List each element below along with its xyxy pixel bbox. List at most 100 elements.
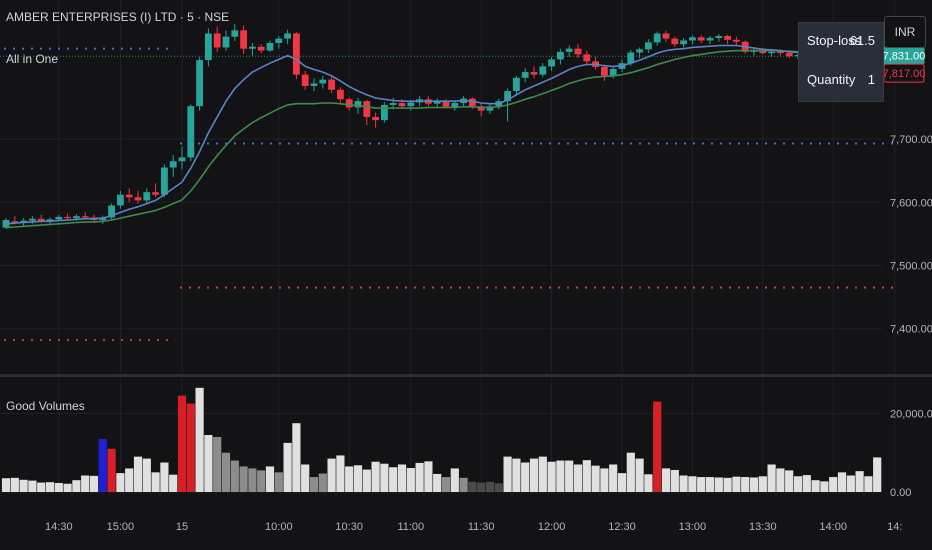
currency-button[interactable]: INR <box>884 16 926 48</box>
volume-bar <box>142 458 151 492</box>
symbol-title[interactable]: AMBER ENTERPRISES (I) LTD · 5 · NSE <box>6 10 229 24</box>
volume-bar <box>177 395 187 492</box>
candle-body <box>706 37 714 41</box>
volume-bar <box>362 469 371 492</box>
volume-bar <box>309 477 319 492</box>
volume-bar <box>556 460 565 492</box>
price-tick-label: 7,400.00 <box>890 324 932 336</box>
volume-bar <box>661 468 671 492</box>
volume-bar <box>63 483 72 492</box>
volume-bar <box>441 477 451 492</box>
volume-bar <box>829 477 838 492</box>
candlestick-series <box>2 24 881 229</box>
volume-bar <box>485 481 495 492</box>
volume-bar <box>257 470 266 492</box>
volume-bar <box>107 448 116 492</box>
slow-ma-line <box>5 49 878 229</box>
volume-bar <box>688 476 697 492</box>
candle-body <box>724 36 731 40</box>
volume-bar <box>653 401 662 492</box>
volume-bar <box>151 472 160 492</box>
time-tick-label: 12:30 <box>608 521 636 533</box>
price-labels: 7,831.00 7,817.00 <box>883 45 926 83</box>
volume-bar <box>864 476 873 492</box>
info-row-quantity: Quantity 1 <box>799 62 883 101</box>
volume-pane-title[interactable]: Good Volumes <box>6 399 85 413</box>
price-tag-text: 7,817.00 <box>883 68 926 80</box>
volume-bar <box>732 476 741 492</box>
candle-body <box>240 30 247 49</box>
volume-bar <box>468 481 477 492</box>
candle-body <box>125 194 133 198</box>
volume-axis[interactable]: 0.00 20,000.00 <box>890 408 932 499</box>
volume-bar <box>424 461 433 492</box>
volume-bar <box>855 471 864 492</box>
price-axis[interactable]: 7,400.00 7,500.00 7,600.00 7,700.00 <box>890 134 932 336</box>
volume-bar <box>265 466 275 492</box>
volume-bar <box>494 483 503 492</box>
candle-body <box>328 79 335 90</box>
volume-bar <box>89 475 99 492</box>
candle-body <box>108 205 115 218</box>
time-axis[interactable]: 14:30 15:00 15 10:00 10:30 11:00 11:30 12:00 12:… <box>45 521 902 533</box>
volume-bar <box>37 482 46 492</box>
time-tick-label: 10:00 <box>265 521 293 533</box>
volume-bar <box>705 477 715 492</box>
candle-body <box>354 101 362 108</box>
candle-body <box>548 59 555 67</box>
info-table: Stop-loss 61.5 Quantity 1 <box>798 22 884 102</box>
level-lines <box>4 47 897 342</box>
stop-loss-label: Stop-loss <box>807 33 862 48</box>
volume-bar <box>133 456 143 492</box>
volume-bar <box>239 466 248 492</box>
volume-bar <box>785 470 794 492</box>
candle-body <box>785 53 793 57</box>
candle-body <box>486 106 494 111</box>
volume-bar <box>389 467 398 492</box>
indicator-name[interactable]: All in One <box>6 52 58 66</box>
volume-bar <box>477 482 486 492</box>
volume-bar <box>10 477 19 492</box>
candle-body <box>284 33 291 39</box>
volume-bar <box>160 462 169 492</box>
candle-body <box>794 55 802 57</box>
candle-body <box>768 51 775 54</box>
volume-bar <box>195 387 204 492</box>
volume-bar <box>450 468 459 492</box>
volume-bar <box>600 468 609 492</box>
volume-bar <box>301 464 310 492</box>
volume-bar <box>318 473 327 492</box>
candle-body <box>11 221 19 223</box>
candle-body <box>574 48 582 55</box>
volume-bar <box>758 476 767 492</box>
time-tick-label: 12:00 <box>538 521 566 533</box>
chart-grid <box>0 0 896 493</box>
volume-bar <box>169 474 178 492</box>
volume-bar <box>459 477 468 492</box>
candle-body <box>777 51 784 54</box>
volume-bar <box>741 477 750 492</box>
candle-body <box>117 194 124 206</box>
candle-body <box>671 38 679 45</box>
candle-body <box>389 103 397 105</box>
time-tick-label: 14:30 <box>45 521 73 533</box>
candle-body <box>249 46 256 49</box>
volume-bar <box>573 464 583 492</box>
volume-bar <box>116 473 125 492</box>
volume-bar <box>406 468 415 492</box>
volume-bar <box>283 442 292 492</box>
candle-body <box>134 197 142 201</box>
volume-bar <box>811 480 820 492</box>
volume-bar <box>635 458 644 492</box>
candle-body <box>169 161 177 168</box>
volume-bar <box>125 468 134 492</box>
volume-bar <box>327 458 336 492</box>
volume-bar <box>837 472 847 492</box>
volume-bar <box>274 472 283 492</box>
candle-body <box>73 216 80 219</box>
time-tick-label: 10:30 <box>335 521 363 533</box>
volume-bar <box>565 460 574 492</box>
volume-bar <box>512 458 521 492</box>
candle-body <box>451 103 459 107</box>
